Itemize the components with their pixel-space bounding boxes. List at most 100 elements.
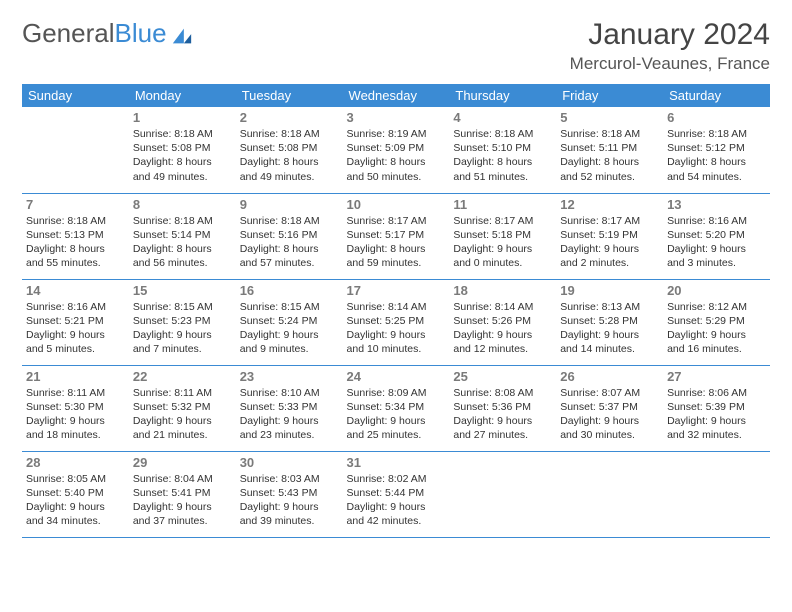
calendar-cell: 31 Sunrise: 8:02 AMSunset: 5:44 PMDayligh… <box>343 451 450 537</box>
page-title: January 2024 <box>570 18 770 52</box>
day-number: 12 <box>560 197 659 212</box>
day-number: 5 <box>560 110 659 125</box>
calendar-cell: 14 Sunrise: 8:16 AMSunset: 5:21 PMDayligh… <box>22 279 129 365</box>
day-number: 13 <box>667 197 766 212</box>
logo-text-a: General <box>22 18 115 49</box>
weekday-header: Thursday <box>449 84 556 107</box>
calendar-body: 1 Sunrise: 8:18 AMSunset: 5:08 PMDaylight… <box>22 107 770 537</box>
weekday-header: Wednesday <box>343 84 450 107</box>
weekday-header: Monday <box>129 84 236 107</box>
day-number: 14 <box>26 283 125 298</box>
day-number: 17 <box>347 283 446 298</box>
logo-text-b: Blue <box>115 18 167 49</box>
calendar-cell: 4 Sunrise: 8:18 AMSunset: 5:10 PMDaylight… <box>449 107 556 193</box>
calendar-cell: 17 Sunrise: 8:14 AMSunset: 5:25 PMDayligh… <box>343 279 450 365</box>
calendar-cell: 28Sunrise: 8:05 AMSunset: 5:40 PMDayligh… <box>22 451 129 537</box>
day-info: Sunrise: 8:18 AMSunset: 5:13 PMDaylight:… <box>26 214 125 271</box>
day-info: Sunrise: 8:03 AMSunset: 5:43 PMDaylight:… <box>240 472 339 529</box>
calendar-cell: 30 Sunrise: 8:03 AMSunset: 5:43 PMDayligh… <box>236 451 343 537</box>
day-number: 3 <box>347 110 446 125</box>
calendar-cell: 23Sunrise: 8:10 AMSunset: 5:33 PMDayligh… <box>236 365 343 451</box>
day-info: Sunrise: 8:16 AMSunset: 5:21 PMDaylight:… <box>26 300 125 357</box>
day-info: Sunrise: 8:18 AMSunset: 5:12 PMDaylight:… <box>667 127 766 184</box>
day-number: 27 <box>667 369 766 384</box>
day-info: Sunrise: 8:11 AMSunset: 5:30 PMDaylight:… <box>26 386 125 443</box>
calendar-cell: 2 Sunrise: 8:18 AMSunset: 5:08 PMDaylight… <box>236 107 343 193</box>
calendar-cell: 29 Sunrise: 8:04 AMSunset: 5:41 PMDayligh… <box>129 451 236 537</box>
calendar-table: SundayMondayTuesdayWednesdayThursdayFrid… <box>22 84 770 538</box>
calendar-header-row: SundayMondayTuesdayWednesdayThursdayFrid… <box>22 84 770 107</box>
day-number: 4 <box>453 110 552 125</box>
day-info: Sunrise: 8:09 AMSunset: 5:34 PMDaylight:… <box>347 386 446 443</box>
calendar-cell: 19 Sunrise: 8:13 AMSunset: 5:28 PMDayligh… <box>556 279 663 365</box>
day-number: 30 <box>240 455 339 470</box>
day-info: Sunrise: 8:14 AMSunset: 5:26 PMDaylight:… <box>453 300 552 357</box>
day-info: Sunrise: 8:02 AMSunset: 5:44 PMDaylight:… <box>347 472 446 529</box>
calendar-cell: 1Sunrise: 8:18 AMSunset: 5:08 PMDaylight… <box>129 107 236 193</box>
day-info: Sunrise: 8:18 AMSunset: 5:08 PMDaylight:… <box>240 127 339 184</box>
day-number: 31 <box>347 455 446 470</box>
calendar-cell: 21Sunrise: 8:11 AMSunset: 5:30 PMDayligh… <box>22 365 129 451</box>
day-info: Sunrise: 8:19 AMSunset: 5:09 PMDaylight:… <box>347 127 446 184</box>
calendar-cell: 9 Sunrise: 8:18 AMSunset: 5:16 PMDaylight… <box>236 193 343 279</box>
weekday-header: Sunday <box>22 84 129 107</box>
day-info: Sunrise: 8:14 AMSunset: 5:25 PMDaylight:… <box>347 300 446 357</box>
calendar-cell <box>663 451 770 537</box>
day-number: 22 <box>133 369 232 384</box>
calendar-cell <box>556 451 663 537</box>
location-label: Mercurol-Veaunes, France <box>570 54 770 74</box>
calendar-cell: 10 Sunrise: 8:17 AMSunset: 5:17 PMDayligh… <box>343 193 450 279</box>
title-block: January 2024 Mercurol-Veaunes, France <box>570 18 770 74</box>
calendar-cell: 11 Sunrise: 8:17 AMSunset: 5:18 PMDayligh… <box>449 193 556 279</box>
calendar-cell: 7 Sunrise: 8:18 AMSunset: 5:13 PMDaylight… <box>22 193 129 279</box>
day-info: Sunrise: 8:17 AMSunset: 5:18 PMDaylight:… <box>453 214 552 271</box>
day-info: Sunrise: 8:10 AMSunset: 5:33 PMDaylight:… <box>240 386 339 443</box>
day-info: Sunrise: 8:12 AMSunset: 5:29 PMDaylight:… <box>667 300 766 357</box>
weekday-header: Tuesday <box>236 84 343 107</box>
day-number: 9 <box>240 197 339 212</box>
day-info: Sunrise: 8:17 AMSunset: 5:17 PMDaylight:… <box>347 214 446 271</box>
day-info: Sunrise: 8:13 AMSunset: 5:28 PMDaylight:… <box>560 300 659 357</box>
day-number: 20 <box>667 283 766 298</box>
day-number: 8 <box>133 197 232 212</box>
calendar-cell: 5 Sunrise: 8:18 AMSunset: 5:11 PMDaylight… <box>556 107 663 193</box>
day-number: 1 <box>133 110 232 125</box>
calendar-cell: 15Sunrise: 8:15 AMSunset: 5:23 PMDayligh… <box>129 279 236 365</box>
calendar-cell: 26Sunrise: 8:07 AMSunset: 5:37 PMDayligh… <box>556 365 663 451</box>
calendar-cell: 8 Sunrise: 8:18 AMSunset: 5:14 PMDaylight… <box>129 193 236 279</box>
day-number: 29 <box>133 455 232 470</box>
day-number: 25 <box>453 369 552 384</box>
day-info: Sunrise: 8:18 AMSunset: 5:10 PMDaylight:… <box>453 127 552 184</box>
day-number: 6 <box>667 110 766 125</box>
day-number: 11 <box>453 197 552 212</box>
day-number: 19 <box>560 283 659 298</box>
day-number: 18 <box>453 283 552 298</box>
day-info: Sunrise: 8:11 AMSunset: 5:32 PMDaylight:… <box>133 386 232 443</box>
day-info: Sunrise: 8:18 AMSunset: 5:11 PMDaylight:… <box>560 127 659 184</box>
day-number: 16 <box>240 283 339 298</box>
calendar-cell: 18 Sunrise: 8:14 AMSunset: 5:26 PMDayligh… <box>449 279 556 365</box>
calendar-cell: 16 Sunrise: 8:15 AMSunset: 5:24 PMDayligh… <box>236 279 343 365</box>
logo: GeneralBlue <box>22 18 193 49</box>
day-info: Sunrise: 8:18 AMSunset: 5:14 PMDaylight:… <box>133 214 232 271</box>
calendar-cell: 12 Sunrise: 8:17 AMSunset: 5:19 PMDayligh… <box>556 193 663 279</box>
weekday-header: Friday <box>556 84 663 107</box>
day-info: Sunrise: 8:07 AMSunset: 5:37 PMDaylight:… <box>560 386 659 443</box>
calendar-cell: 24 Sunrise: 8:09 AMSunset: 5:34 PMDayligh… <box>343 365 450 451</box>
calendar-cell: 27Sunrise: 8:06 AMSunset: 5:39 PMDayligh… <box>663 365 770 451</box>
calendar-cell <box>449 451 556 537</box>
day-info: Sunrise: 8:18 AMSunset: 5:16 PMDaylight:… <box>240 214 339 271</box>
day-info: Sunrise: 8:16 AMSunset: 5:20 PMDaylight:… <box>667 214 766 271</box>
calendar-cell: 3 Sunrise: 8:19 AMSunset: 5:09 PMDaylight… <box>343 107 450 193</box>
day-number: 24 <box>347 369 446 384</box>
day-number: 2 <box>240 110 339 125</box>
day-number: 10 <box>347 197 446 212</box>
calendar-cell: 22 Sunrise: 8:11 AMSunset: 5:32 PMDayligh… <box>129 365 236 451</box>
day-info: Sunrise: 8:15 AMSunset: 5:24 PMDaylight:… <box>240 300 339 357</box>
day-number: 7 <box>26 197 125 212</box>
day-info: Sunrise: 8:08 AMSunset: 5:36 PMDaylight:… <box>453 386 552 443</box>
calendar-cell: 13 Sunrise: 8:16 AMSunset: 5:20 PMDayligh… <box>663 193 770 279</box>
day-info: Sunrise: 8:17 AMSunset: 5:19 PMDaylight:… <box>560 214 659 271</box>
calendar-cell: 20 Sunrise: 8:12 AMSunset: 5:29 PMDayligh… <box>663 279 770 365</box>
day-info: Sunrise: 8:04 AMSunset: 5:41 PMDaylight:… <box>133 472 232 529</box>
